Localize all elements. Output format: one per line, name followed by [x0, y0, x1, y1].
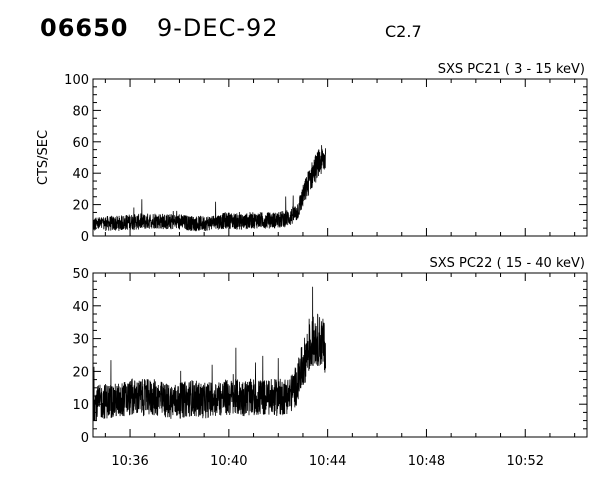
y-axis-label: CTS/SEC	[36, 130, 51, 185]
y-tick-label: 60	[72, 136, 89, 151]
y-tick-label: 0	[81, 230, 89, 245]
panel-pc21: SXS PC21 ( 3 - 15 keV) CTS/SEC 0 20 40 60 80 10…	[36, 62, 588, 245]
x-tick-label: 10:36	[111, 454, 148, 469]
x-tick-label: 10:52	[507, 454, 544, 469]
y-tick-label: 40	[72, 300, 89, 315]
event-date: 9-DEC-92	[157, 14, 279, 42]
x-tick-label: 10:44	[309, 454, 346, 469]
panel-title: SXS PC22 ( 15 - 40 keV)	[429, 256, 585, 271]
y-tick-label: 0	[81, 431, 89, 446]
panel-title: SXS PC21 ( 3 - 15 keV)	[438, 62, 585, 77]
flare-class: C2.7	[385, 22, 422, 41]
y-tick-label: 100	[64, 73, 89, 88]
y-tick-label: 20	[72, 199, 89, 214]
panel-pc22: SXS PC22 ( 15 - 40 keV) 0 10 20 30 40 50 10:36 1…	[72, 256, 588, 469]
y-tick-label: 40	[72, 167, 89, 182]
series-line-0	[92, 286, 326, 422]
event-id: 06650	[40, 14, 129, 42]
y-tick-label: 50	[72, 267, 89, 282]
y-tick-label: 80	[72, 104, 89, 119]
series-line-0	[92, 145, 326, 232]
y-tick-label: 30	[72, 333, 89, 348]
y-tick-label: 20	[72, 365, 89, 380]
y-tick-label: 10	[72, 398, 89, 413]
x-tick-label: 10:40	[210, 454, 247, 469]
plot-frame	[92, 78, 588, 237]
plot-frame	[92, 272, 588, 438]
x-tick-label: 10:48	[408, 454, 445, 469]
